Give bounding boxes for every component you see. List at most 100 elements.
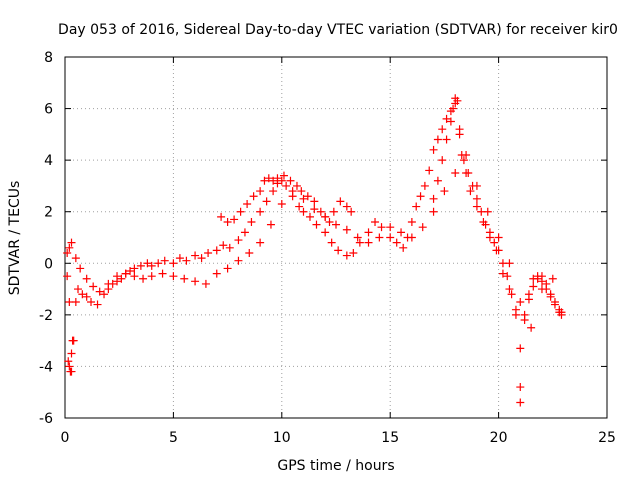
data-point [64,357,73,366]
data-point [169,272,178,281]
y-tick-label: 4 [44,153,53,169]
data-point [529,282,538,291]
data-point [440,187,449,196]
data-point [386,233,395,242]
data-point [201,279,210,288]
y-tick-label: -2 [39,308,53,324]
data-point [279,171,288,180]
data-point [524,290,533,299]
data-point [455,125,464,134]
data-point [516,398,525,407]
data-point [78,290,87,299]
data-point [342,225,351,234]
data-point [429,207,438,216]
data-point [483,207,492,216]
data-point [63,272,72,281]
data-point [260,176,269,185]
data-point [310,197,319,206]
data-point [256,207,265,216]
data-point [347,207,356,216]
data-point [375,233,384,242]
data-point [349,248,358,257]
data-point [507,290,516,299]
data-point [82,274,91,283]
data-point [472,181,481,190]
data-point [492,246,501,255]
data-point [516,297,525,306]
data-point [542,285,551,294]
data-point [449,104,458,113]
data-point [505,285,514,294]
data-point [511,305,520,314]
y-tick-label: 8 [44,50,53,66]
data-point [355,238,364,247]
y-axis-label: SDTVAR / TECUs [7,181,23,296]
data-point [490,238,499,247]
data-point [485,233,494,242]
data-point [225,243,234,252]
data-point [420,181,429,190]
data-point [377,223,386,232]
data-point [472,202,481,211]
data-point [182,256,191,265]
data-point [89,282,98,291]
data-point [277,199,286,208]
grid-lines [65,57,607,418]
data-point [334,246,343,255]
data-point [494,233,503,242]
data-point [100,290,109,299]
y-tick-label: 0 [44,256,53,272]
data-point [139,274,148,283]
data-point [217,212,226,221]
y-tick-label: -6 [39,411,53,427]
data-point [336,197,345,206]
data-point [299,207,308,216]
x-axis-label: GPS time / hours [277,458,394,474]
data-point [269,187,278,196]
data-point [332,220,340,229]
data-point [143,259,152,268]
data-point [68,336,77,345]
x-tick-label: 0 [61,430,70,446]
data-point [407,233,416,242]
data-point [546,292,555,301]
data-point [342,251,351,260]
data-point [121,269,130,278]
data-point [520,310,529,319]
data-point [386,223,395,232]
data-point [433,176,442,185]
data-point [262,197,271,206]
data-point [204,248,213,257]
data-point [82,292,91,301]
data-point [256,187,265,196]
data-point [429,145,438,154]
data-point [74,285,83,294]
data-point [353,233,362,242]
data-point [466,187,475,196]
data-point [516,344,525,353]
data-point [273,174,282,183]
data-point [230,215,239,224]
data-point [234,256,243,265]
data-point [130,264,139,273]
data-point [537,277,546,286]
data-point [286,176,295,185]
data-point [548,274,557,283]
data-point [329,207,338,216]
x-tick-label: 25 [598,430,616,446]
data-point [71,297,80,306]
y-tick-label: 6 [44,102,53,118]
data-point [451,169,460,178]
data-series-sdtvar [63,94,566,407]
data-point [282,181,291,190]
data-point [147,261,156,270]
data-point [412,202,421,211]
data-point [191,277,200,286]
data-point [459,156,468,165]
data-point [219,241,228,250]
data-point [95,287,104,296]
data-point [136,261,145,270]
data-point [67,349,76,358]
data-point [169,259,178,268]
data-point [71,254,80,263]
